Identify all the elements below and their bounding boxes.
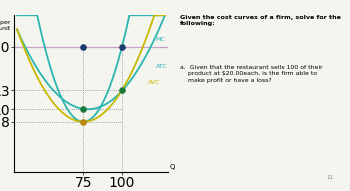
Point <box>119 89 125 92</box>
Text: Q: Q <box>169 164 175 170</box>
Point <box>80 120 86 123</box>
Text: ATC: ATC <box>156 64 167 69</box>
Text: AVC: AVC <box>148 80 161 85</box>
Text: 11: 11 <box>326 175 333 180</box>
Text: Given the cost curves of a firm, solve for the
following:: Given the cost curves of a firm, solve f… <box>180 15 341 26</box>
Point <box>119 45 125 48</box>
Point <box>80 45 86 48</box>
Text: MC: MC <box>156 37 166 42</box>
Text: Cost per
unit: Cost per unit <box>0 20 11 31</box>
Point <box>80 107 86 110</box>
Text: a.  Given that the restaurant sells 100 of their
    product at $20.00each, is t: a. Given that the restaurant sells 100 o… <box>180 65 323 83</box>
